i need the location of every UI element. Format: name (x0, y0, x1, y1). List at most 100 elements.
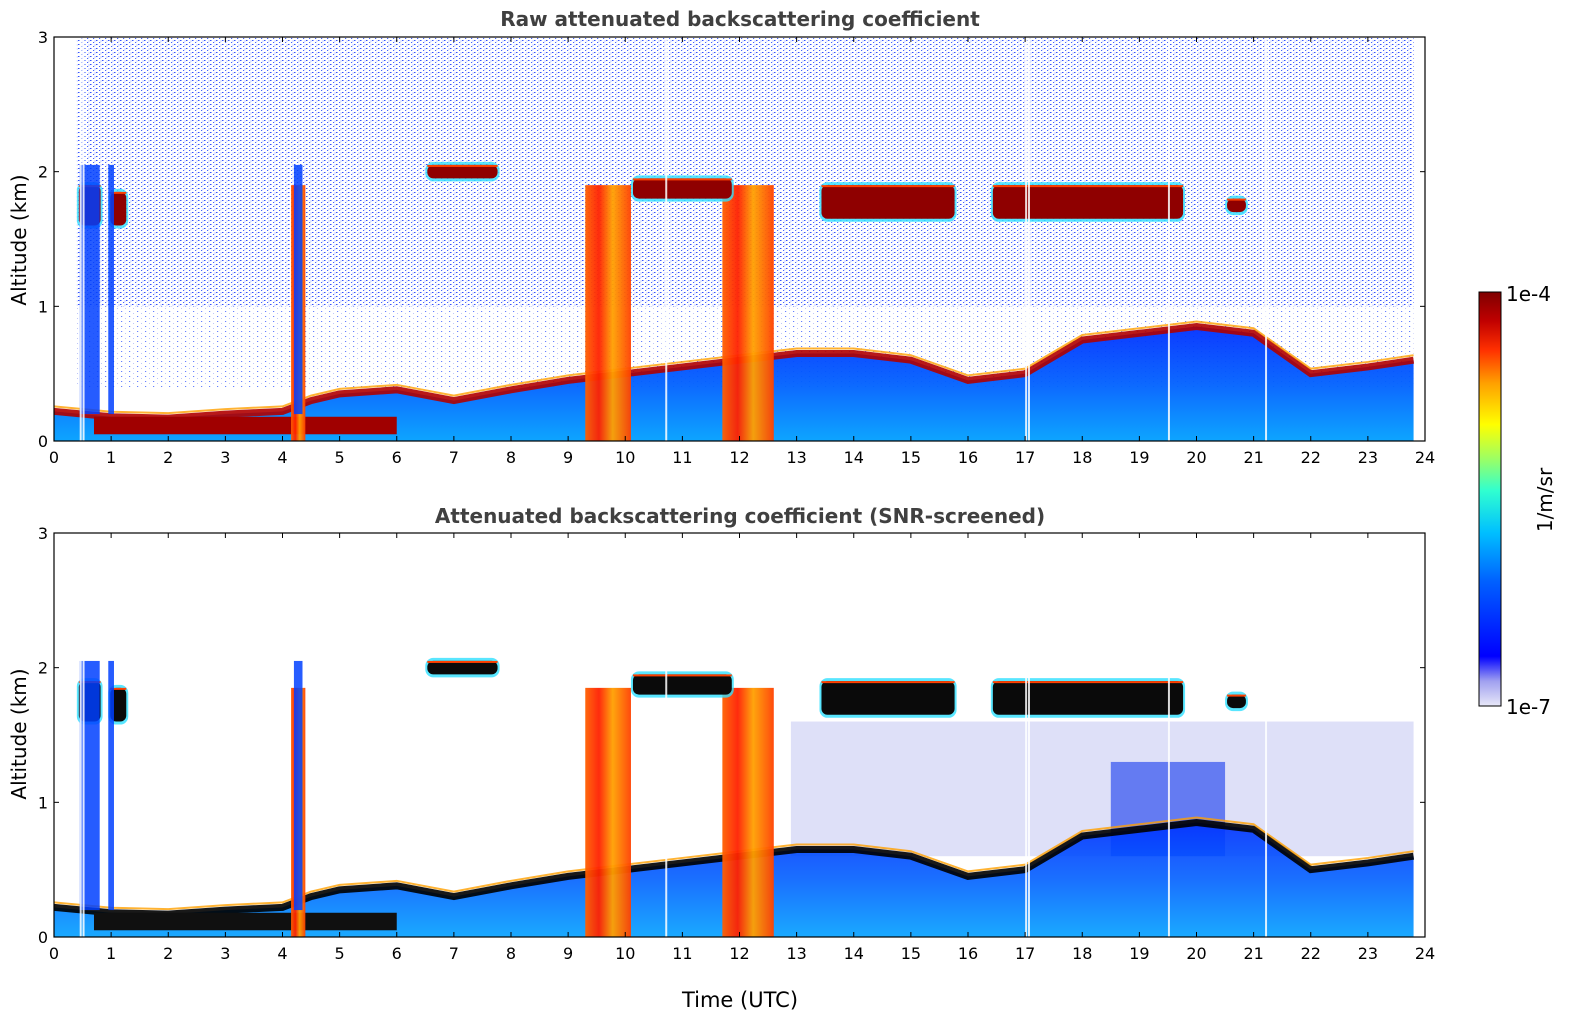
x-tick-label: 22 (1301, 448, 1321, 467)
x-tick-label: 4 (277, 944, 287, 963)
data-gap-line (1265, 533, 1268, 937)
x-tick-label: 8 (506, 448, 516, 467)
x-tick-label: 19 (1129, 944, 1149, 963)
boundary-layer-edge (54, 816, 1414, 911)
cloud-layer (110, 687, 127, 722)
data-gap-line (1167, 533, 1170, 937)
snr-screened-panel: Attenuated backscattering coefficient (S… (7, 504, 1435, 1012)
y-tick-label: 3 (38, 28, 48, 47)
data-gap-line (1025, 533, 1028, 937)
x-tick-label: 6 (392, 944, 402, 963)
cloud-layer (1227, 198, 1246, 213)
data-gap-line (1025, 37, 1028, 441)
aerosol-column (293, 660, 303, 911)
y-tick-label: 1 (38, 297, 48, 316)
cloud-top-edge (1227, 198, 1246, 201)
cloud-layer (632, 674, 732, 695)
x-tick-label: 7 (449, 944, 459, 963)
x-tick-label: 3 (220, 944, 230, 963)
raw-backscatter-panel: Raw attenuated backscattering coefficien… (7, 7, 1435, 467)
x-tick-label: 12 (729, 944, 749, 963)
x-tick-label: 22 (1301, 944, 1321, 963)
cloud-top-edge (992, 681, 1184, 684)
cloud-top-edge (992, 185, 1184, 188)
x-tick-label: 23 (1358, 448, 1378, 467)
x-tick-label: 21 (1243, 944, 1263, 963)
x-tick-label: 17 (1015, 944, 1035, 963)
aerosol-column (293, 164, 303, 415)
data-gap-line (79, 533, 82, 937)
x-tick-label: 15 (901, 944, 921, 963)
precipitation-column (585, 185, 631, 441)
x-tick-label: 14 (844, 448, 864, 467)
y-axis-label: Altitude (km) (7, 174, 31, 305)
x-tick-label: 2 (163, 944, 173, 963)
y-tick-label: 2 (38, 163, 48, 182)
x-tick-label: 24 (1415, 448, 1435, 467)
aerosol-column (79, 164, 100, 415)
x-tick-label: 19 (1129, 448, 1149, 467)
boundary-layer-top (54, 819, 1415, 918)
cloud-top-edge (110, 191, 127, 194)
x-tick-label: 9 (563, 448, 573, 467)
cloud-top-edge (632, 674, 732, 677)
x-tick-label: 1 (106, 448, 116, 467)
data-gap-line (1167, 37, 1170, 441)
x-tick-label: 6 (392, 448, 402, 467)
aerosol-column (108, 164, 114, 415)
x-axis-ticks: 0 1 2 3 4 5 6 7 8 9 10 11 12 13 14 15 16 17 18 19 20 21 22 23 24 (49, 37, 1435, 467)
aerosol-column (79, 660, 100, 911)
x-tick-label: 18 (1072, 944, 1092, 963)
x-tick-label: 17 (1015, 448, 1035, 467)
x-tick-label: 18 (1072, 448, 1092, 467)
y-axis-ticks: 0 1 2 3 (38, 524, 1425, 947)
cloud-layer (821, 681, 955, 715)
x-tick-label: 8 (506, 944, 516, 963)
precipitation-column (722, 687, 774, 937)
boundary-layer-edge (54, 320, 1414, 415)
y-tick-label: 2 (38, 659, 48, 678)
x-tick-label: 9 (563, 944, 573, 963)
cloud-top-edge (1227, 694, 1246, 697)
x-tick-label: 4 (277, 448, 287, 467)
cloud-layer (992, 681, 1184, 715)
x-tick-label: 0 (49, 944, 59, 963)
x-axis-ticks: 0 1 2 3 4 5 6 7 8 9 10 11 12 13 14 15 16 17 18 19 20 21 22 23 24 (49, 533, 1435, 963)
cloud-layer (110, 191, 127, 226)
x-tick-label: 15 (901, 448, 921, 467)
data-gap-line (1027, 37, 1030, 441)
x-tick-label: 11 (672, 944, 692, 963)
x-tick-label: 1 (106, 944, 116, 963)
cloud-top-edge (110, 687, 127, 690)
y-axis-ticks: 0 1 2 3 (38, 28, 1425, 451)
x-tick-label: 14 (844, 944, 864, 963)
x-tick-label: 11 (672, 448, 692, 467)
x-tick-label: 20 (1186, 944, 1206, 963)
x-tick-label: 7 (449, 448, 459, 467)
y-tick-label: 3 (38, 524, 48, 543)
x-axis-label: Time (UTC) (681, 988, 798, 1012)
x-tick-label: 10 (615, 944, 635, 963)
x-tick-label: 21 (1243, 448, 1263, 467)
data-gap-line (79, 37, 82, 441)
aerosol-column (108, 660, 114, 911)
cloud-top-edge (427, 660, 498, 663)
panel-title: Raw attenuated backscattering coefficien… (500, 7, 980, 31)
x-tick-label: 16 (958, 448, 978, 467)
x-tick-label: 16 (958, 944, 978, 963)
colorbar-gradient (1478, 291, 1502, 707)
precipitation-column (722, 185, 774, 441)
panel-title: Attenuated backscattering coefficient (S… (435, 504, 1045, 528)
colorbar: 1e-4 1e-7 1/m/sr (1478, 282, 1557, 719)
data-gap-line (665, 37, 668, 441)
cloud-layer (1227, 694, 1246, 709)
x-tick-label: 23 (1358, 944, 1378, 963)
data-gap-line (1265, 37, 1268, 441)
cloud-top-edge (632, 178, 732, 181)
colorbar-min-label: 1e-7 (1506, 695, 1551, 719)
data-gap-line (1027, 533, 1030, 937)
y-tick-label: 1 (38, 793, 48, 812)
y-tick-label: 0 (38, 928, 48, 947)
data-gap-line (665, 533, 668, 937)
x-tick-label: 2 (163, 448, 173, 467)
